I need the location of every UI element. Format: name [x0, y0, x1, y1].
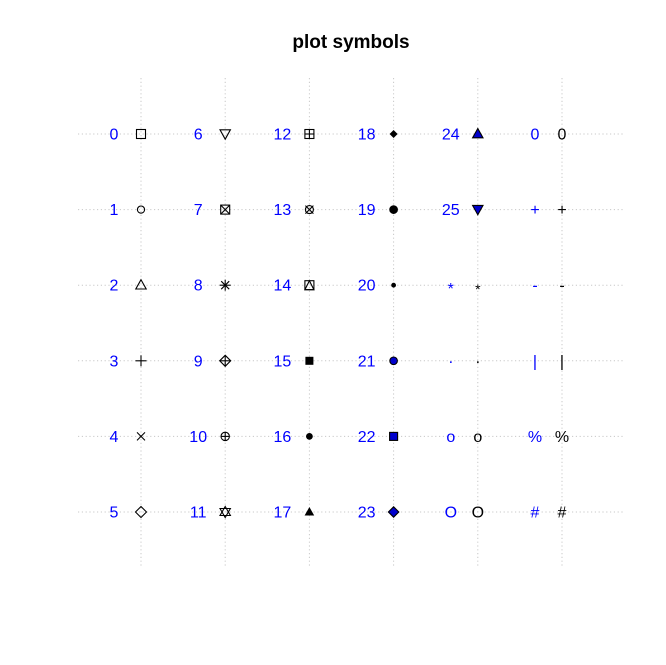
point-label: 13 — [274, 202, 292, 219]
point-label: 9 — [194, 353, 203, 370]
chart-title: plot symbols — [292, 32, 409, 53]
point-label: 19 — [358, 202, 376, 219]
plot-symbol — [304, 128, 315, 140]
point-label: 0 — [531, 127, 540, 144]
plot-symbol — [136, 205, 146, 214]
plot-symbol: + — [557, 202, 566, 219]
point-label: 0 — [110, 127, 119, 144]
plot-symbol — [218, 354, 232, 368]
point-label: . — [449, 350, 453, 367]
svg-text:-: - — [559, 278, 564, 295]
plot-symbol — [389, 130, 398, 138]
svg-text:+: + — [557, 202, 566, 219]
plot-symbol: 0 — [558, 127, 567, 144]
plot-symbol — [219, 505, 232, 519]
point-label: 10 — [189, 429, 207, 446]
point-label: 7 — [194, 202, 203, 219]
svg-text:o: o — [473, 429, 482, 446]
point-label: 18 — [358, 127, 376, 144]
point-label: 22 — [358, 429, 376, 446]
plot-symbol — [135, 355, 147, 367]
point-label: 17 — [274, 505, 292, 522]
plot-symbol: . — [476, 350, 480, 367]
plot-symbol — [134, 278, 148, 290]
plot-symbol — [304, 507, 315, 516]
point-label: + — [530, 202, 539, 219]
svg-text:*: * — [475, 281, 481, 297]
point-label: 3 — [110, 353, 119, 370]
point-label: 20 — [358, 278, 376, 295]
point-label: 4 — [110, 429, 119, 446]
plot-symbol — [220, 431, 230, 442]
point-label: 6 — [194, 127, 203, 144]
svg-text:#: # — [558, 505, 567, 522]
point-label: - — [532, 278, 537, 295]
plot-symbol — [219, 279, 231, 291]
point-labels: 0123456789101112131415161718192021222324… — [110, 127, 543, 522]
point-label: 2 — [110, 278, 119, 295]
point-label: 5 — [110, 505, 119, 522]
point-label: * — [448, 281, 454, 298]
point-label: % — [528, 429, 542, 446]
svg-text:0: 0 — [558, 127, 567, 144]
point-label: 1 — [110, 202, 119, 219]
point-label: 15 — [274, 353, 292, 370]
plot-symbols: *. o O 0 + - |% # — [134, 127, 569, 522]
svg-text:%: % — [555, 429, 569, 446]
plot-symbol: o — [473, 429, 482, 446]
plot-symbol — [219, 129, 232, 141]
point-label: | — [533, 353, 537, 370]
point-label: 21 — [358, 353, 376, 370]
plot-symbol — [389, 431, 399, 441]
svg-text:O: O — [472, 505, 484, 522]
svg-text:|: | — [560, 353, 564, 370]
plot-symbol: - — [559, 278, 564, 295]
plot-symbol — [136, 432, 146, 441]
plot-symbol — [304, 279, 315, 291]
plot-symbol — [471, 127, 484, 139]
point-label: 23 — [358, 505, 376, 522]
point-label: 11 — [190, 505, 207, 522]
plot-symbol — [306, 433, 313, 440]
plot-symbol: | — [560, 353, 564, 370]
point-label: 12 — [274, 127, 292, 144]
plot-symbol: O — [472, 505, 484, 522]
plot-symbol — [389, 356, 398, 366]
plot-symbol: * — [475, 281, 481, 297]
plot-symbol — [305, 356, 314, 365]
point-label: 14 — [274, 278, 292, 295]
point-label: O — [445, 505, 457, 522]
plot-symbol — [135, 128, 147, 140]
plot-symbol: # — [558, 505, 567, 522]
grid-lines — [78, 78, 625, 566]
plot-symbol — [389, 205, 398, 214]
plot-symbol — [220, 204, 231, 215]
plot-symbol — [304, 205, 314, 215]
point-label: 8 — [194, 278, 203, 295]
plot-symbol — [134, 505, 148, 519]
point-label: 25 — [442, 202, 460, 219]
plot-symbol — [391, 282, 396, 288]
point-label: # — [531, 505, 540, 522]
plot-symbol: % — [555, 429, 569, 446]
plot-symbol — [471, 204, 484, 216]
svg-text:.: . — [476, 350, 480, 367]
point-label: o — [446, 429, 455, 446]
plot-symbol — [387, 506, 400, 518]
point-label: 16 — [274, 429, 292, 446]
point-label: 24 — [442, 127, 460, 144]
